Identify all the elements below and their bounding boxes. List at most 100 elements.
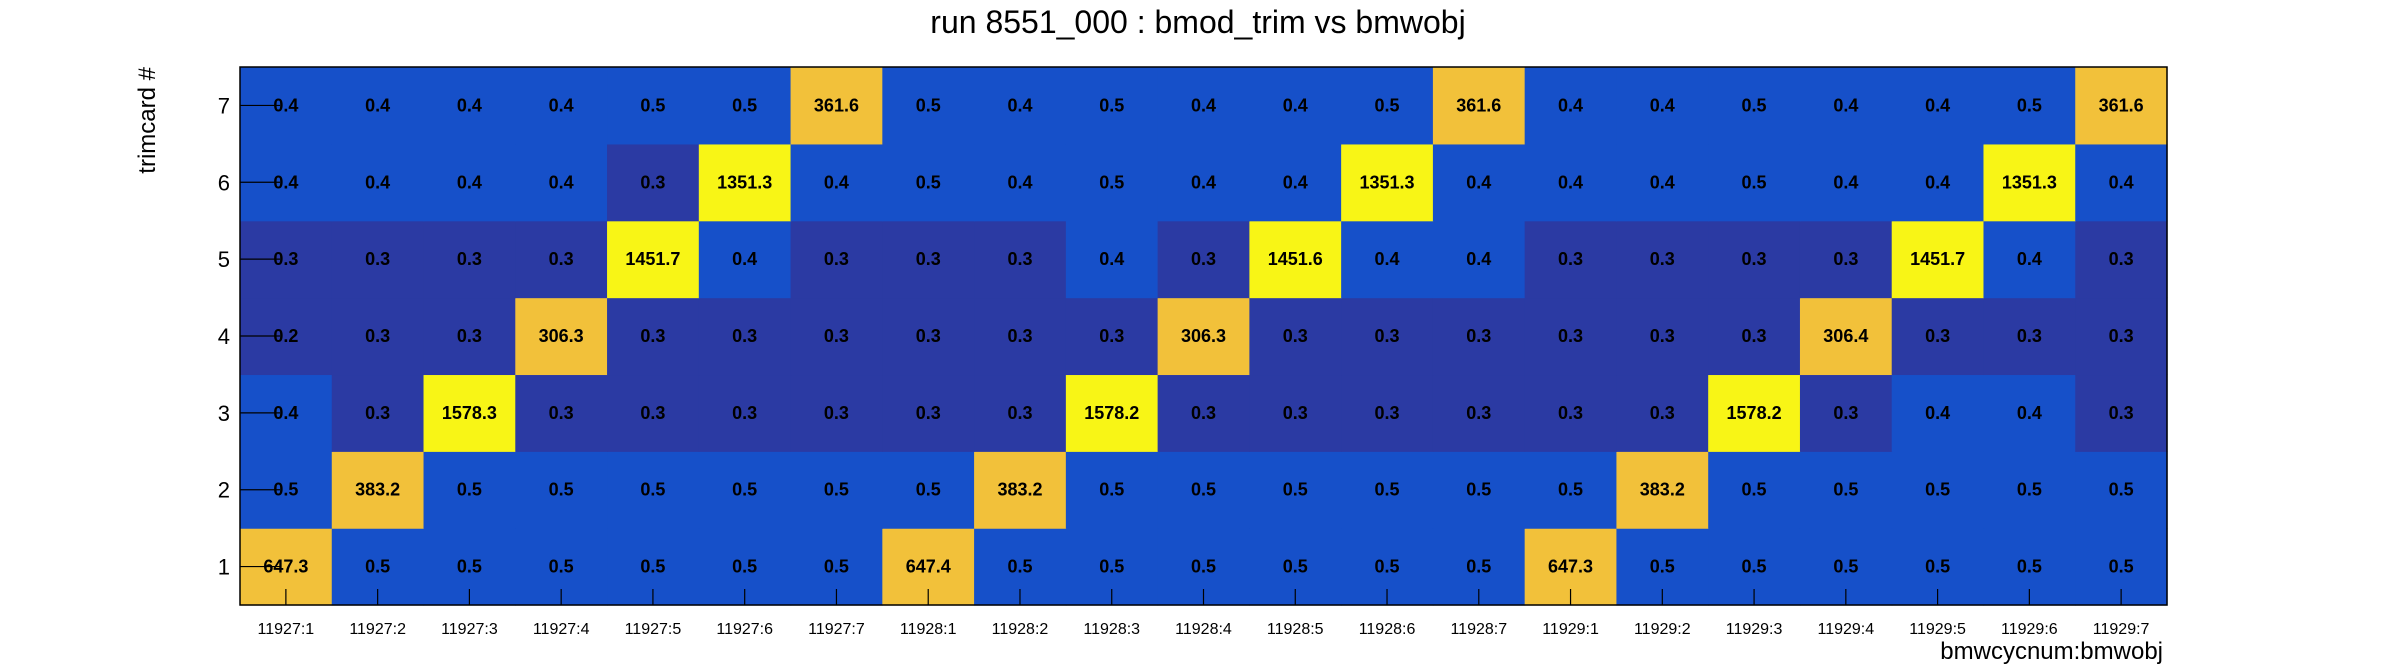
cell-value-label: 0.5 [1466, 480, 1491, 500]
x-tick-label: 11929:7 [2093, 621, 2150, 638]
heatmap-cell [1524, 143, 1618, 222]
cell-value-label: 0.3 [1007, 326, 1032, 346]
x-tick-label: 11929:6 [2001, 621, 2058, 638]
heatmap-cell [607, 143, 700, 222]
cell-value-label: 0.5 [1742, 557, 1767, 577]
cell-value-label: 0.3 [365, 403, 390, 423]
cell-value-label: 0.3 [1925, 326, 1950, 346]
cell-value-label: 0.5 [640, 95, 665, 115]
cell-value-label: 0.4 [824, 172, 849, 192]
cell-value-label: 0.4 [1558, 172, 1583, 192]
heatmap-cell [515, 143, 608, 222]
cell-value-label: 0.3 [1283, 403, 1308, 423]
heatmap-cell [607, 67, 700, 145]
heatmap-cell [1432, 451, 1526, 529]
heatmap-cell [1432, 374, 1526, 452]
y-tick-label: 3 [218, 401, 230, 426]
heatmap-cell [1157, 297, 1250, 376]
cell-value-label: 0.4 [2017, 403, 2042, 423]
heatmap-cell [974, 297, 1067, 376]
x-tick-label: 11927:7 [808, 621, 865, 638]
heatmap-cell [423, 374, 516, 452]
cell-value-label: 0.3 [824, 403, 849, 423]
heatmap-cell [882, 451, 975, 529]
heatmap-cell [1616, 143, 1709, 222]
heatmap-cell [1065, 143, 1159, 222]
cell-value-label: 0.5 [1925, 480, 1950, 500]
heatmap-cell-labels: 647.3 0.5 0.5 0.5 0.5 0.5 0.5 647.4 0.5 0.5 0.5 0.5… [263, 95, 2143, 576]
cell-value-label: 306.3 [1181, 326, 1226, 346]
cell-value-label: 0.3 [1742, 326, 1767, 346]
cell-value-label: 0.5 [824, 557, 849, 577]
cell-value-label: 0.3 [2109, 403, 2134, 423]
heatmap-cell [1799, 297, 1893, 376]
heatmap-cell [1983, 143, 2076, 222]
cell-value-label: 0.5 [1099, 172, 1124, 192]
cell-value-label: 0.3 [1007, 249, 1032, 269]
cell-value-label: 0.3 [2017, 326, 2042, 346]
cell-value-label: 0.3 [1466, 326, 1491, 346]
heatmap-cell [1983, 220, 2076, 299]
cell-value-label: 0.5 [457, 480, 482, 500]
cell-value-label: 0.4 [1466, 172, 1491, 192]
heatmap-cell [423, 297, 516, 376]
cell-value-label: 0.5 [1099, 95, 1124, 115]
heatmap-cell [515, 297, 608, 376]
heatmap-cell [1524, 220, 1618, 299]
cell-value-label: 1451.7 [1910, 249, 1965, 269]
heatmap-cell [1891, 297, 1985, 376]
cell-value-label: 0.3 [365, 249, 390, 269]
heatmap-cell [1249, 297, 1342, 376]
cell-value-label: 1451.7 [625, 249, 680, 269]
heatmap-cell [790, 374, 883, 452]
heatmap-cell [331, 67, 425, 145]
cell-value-label: 0.5 [1375, 557, 1400, 577]
x-tick-label: 11927:2 [349, 621, 406, 638]
heatmap-cell [1249, 220, 1342, 299]
x-tick-label: 11928:5 [1267, 621, 1324, 638]
x-tick-label: 11927:4 [533, 621, 590, 638]
x-tick-label: 11927:6 [716, 621, 773, 638]
cell-value-label: 0.5 [365, 557, 390, 577]
heatmap-cell [698, 143, 792, 222]
y-tick-label: 2 [218, 478, 230, 503]
heatmap-cell [607, 220, 700, 299]
cell-value-label: 0.5 [2109, 480, 2134, 500]
heatmap-cell [1708, 143, 1801, 222]
heatmap-cell [974, 220, 1067, 299]
axis-ticks [240, 104, 2122, 605]
heatmap-cell [1065, 67, 1159, 145]
cell-value-label: 0.3 [457, 326, 482, 346]
cell-value-label: 0.4 [1833, 95, 1858, 115]
x-tick-label: 11928:2 [992, 621, 1049, 638]
cell-value-label: 0.4 [1099, 249, 1124, 269]
heatmap-cell [882, 67, 975, 145]
heatmap-cell [1249, 374, 1342, 452]
cell-value-label: 0.5 [640, 480, 665, 500]
heatmap-cell [1799, 451, 1893, 529]
cell-value-label: 0.3 [1191, 403, 1216, 423]
cell-value-label: 361.6 [2099, 95, 2144, 115]
heatmap-cell [1341, 374, 1434, 452]
heatmap-cell [423, 220, 516, 299]
cell-value-label: 0.4 [457, 172, 482, 192]
cell-value-label: 0.3 [640, 172, 665, 192]
heatmap-cell [331, 143, 425, 222]
x-tick-label: 11927:3 [441, 621, 498, 638]
cell-value-label: 0.5 [2017, 557, 2042, 577]
heatmap-cell [2075, 143, 2168, 222]
heatmap-cell [1341, 297, 1434, 376]
heatmap-cell [1157, 67, 1250, 145]
cell-value-label: 0.3 [1191, 249, 1216, 269]
cell-value-label: 0.5 [1742, 480, 1767, 500]
cell-value-label: 0.4 [2109, 172, 2134, 192]
cell-value-label: 0.3 [1558, 326, 1583, 346]
cell-value-label: 0.4 [1925, 403, 1950, 423]
cell-value-label: 0.3 [1558, 403, 1583, 423]
cell-value-label: 0.5 [1283, 557, 1308, 577]
heatmap-cell [423, 451, 516, 529]
cell-value-label: 0.4 [365, 172, 390, 192]
heatmap-cell [698, 451, 792, 529]
heatmap-cell [1341, 143, 1434, 222]
cell-value-label: 0.4 [365, 95, 390, 115]
